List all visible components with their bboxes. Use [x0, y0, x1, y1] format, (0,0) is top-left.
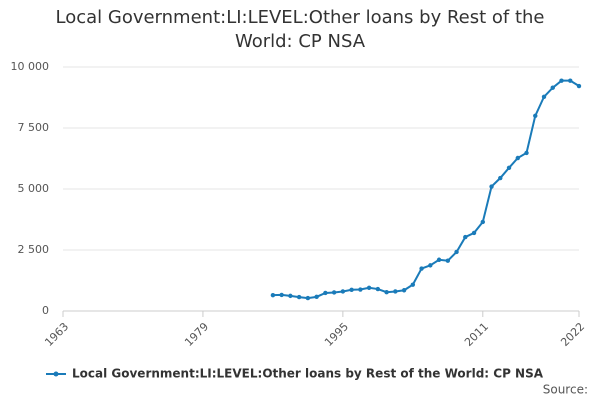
- point: [279, 292, 284, 298]
- point: [436, 257, 442, 262]
- point: [305, 295, 311, 301]
- point: [568, 78, 573, 83]
- point: [541, 94, 547, 99]
- point: [480, 219, 485, 225]
- point: [288, 293, 293, 299]
- point: [445, 258, 451, 263]
- point: [515, 155, 520, 161]
- y-tick-label: 7 500: [18, 121, 50, 134]
- point: [393, 289, 398, 294]
- point: [428, 263, 433, 268]
- point: [454, 249, 459, 255]
- point: [384, 290, 389, 295]
- point: [419, 266, 424, 271]
- legend-marker: [53, 371, 59, 377]
- legend-label: Local Government:LI:LEVEL:Other loans by…: [72, 367, 544, 381]
- point: [533, 113, 538, 119]
- point: [559, 78, 564, 83]
- point: [506, 165, 512, 170]
- point: [498, 175, 503, 181]
- chart-title: Local Government:LI:LEVEL:Other loans by…: [55, 7, 545, 52]
- point: [349, 287, 354, 292]
- x-tick-label: 1963: [42, 320, 71, 349]
- y-tick-label: 2 500: [18, 243, 50, 256]
- point: [296, 294, 302, 300]
- point: [489, 184, 494, 189]
- point: [410, 282, 416, 287]
- point: [576, 83, 582, 89]
- point: [270, 292, 276, 298]
- point: [366, 285, 372, 291]
- source: Source:: [543, 383, 588, 397]
- point: [471, 230, 477, 236]
- point: [340, 289, 346, 294]
- point: [401, 288, 407, 293]
- point: [314, 294, 319, 300]
- point: [323, 290, 328, 296]
- point: [463, 234, 468, 240]
- x-tick-label: 2011: [462, 320, 491, 349]
- x-tick-label: 1979: [182, 320, 211, 349]
- y-tick-label: 5 000: [18, 182, 50, 195]
- y-tick-label: 0: [42, 304, 49, 317]
- point: [524, 150, 529, 156]
- point: [375, 286, 381, 292]
- x-tick-label: 2022: [558, 320, 587, 349]
- y-tick-label: 10 000: [11, 60, 50, 73]
- point: [550, 85, 555, 90]
- point: [358, 287, 363, 292]
- x-tick-label: 1995: [322, 320, 351, 349]
- point: [331, 290, 337, 295]
